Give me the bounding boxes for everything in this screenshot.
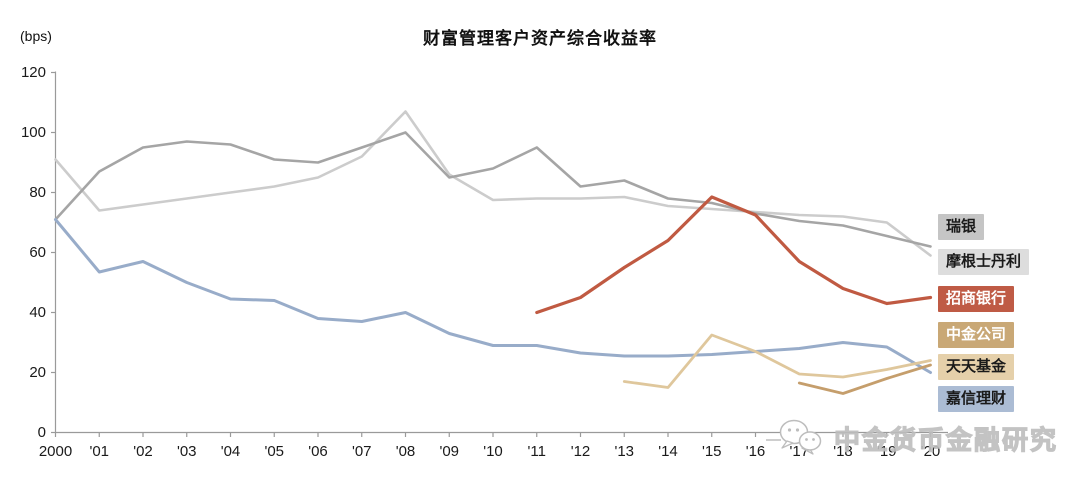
x-tick-label: '14 — [658, 443, 678, 460]
x-tick-label: '03 — [176, 443, 197, 460]
x-tick-label: '08 — [395, 443, 416, 460]
legend-chip: 瑞银 — [938, 214, 985, 240]
legend-chip: 中金公司 — [938, 322, 1015, 348]
series-line-4 — [622, 333, 932, 389]
y-tick-label: 0 — [37, 423, 46, 441]
x-tick-label: '18 — [833, 443, 853, 460]
y-tick-label: 100 — [20, 123, 46, 141]
legend-chip: 摩根士丹利 — [938, 249, 1030, 275]
x-tick-label: 2000 — [38, 443, 73, 460]
y-tick-label: 120 — [20, 63, 46, 81]
x-tick-label: '07 — [351, 443, 372, 460]
x-tick-label: '19 — [876, 443, 897, 460]
x-tick-label: '13 — [614, 443, 635, 460]
x-tick-label: '01 — [89, 443, 110, 460]
series-line-2 — [535, 195, 933, 315]
x-tick-label: '10 — [483, 443, 503, 460]
x-tick-label: '06 — [308, 443, 328, 460]
series-line-5 — [54, 218, 932, 374]
chart-title: 财富管理客户资产综合收益率 — [423, 29, 657, 48]
x-tick-label: '12 — [570, 443, 591, 460]
legend-chip: 招商银行 — [938, 286, 1015, 312]
y-tick-label: 40 — [29, 303, 46, 321]
series-line-0 — [54, 131, 932, 248]
series-line-3 — [797, 363, 932, 395]
x-tick-label: '11 — [527, 443, 546, 460]
x-tick-label: '15 — [701, 443, 722, 460]
y-tick-label: 60 — [29, 243, 46, 261]
legend-chip: 天天基金 — [938, 354, 1015, 380]
x-tick-label: '02 — [133, 443, 153, 460]
legend-chip: 嘉信理财 — [938, 386, 1015, 412]
y-axis-unit: (bps) — [20, 28, 52, 44]
x-tick-label: '05 — [264, 443, 285, 460]
y-tick-label: 20 — [29, 363, 46, 381]
series-line-1 — [54, 110, 932, 257]
x-tick-label: '16 — [745, 443, 766, 460]
x-tick-label: '04 — [220, 443, 241, 460]
x-tick-label: '09 — [439, 443, 460, 460]
y-tick-label: 80 — [29, 183, 46, 201]
x-tick-label: '20 — [920, 443, 941, 460]
